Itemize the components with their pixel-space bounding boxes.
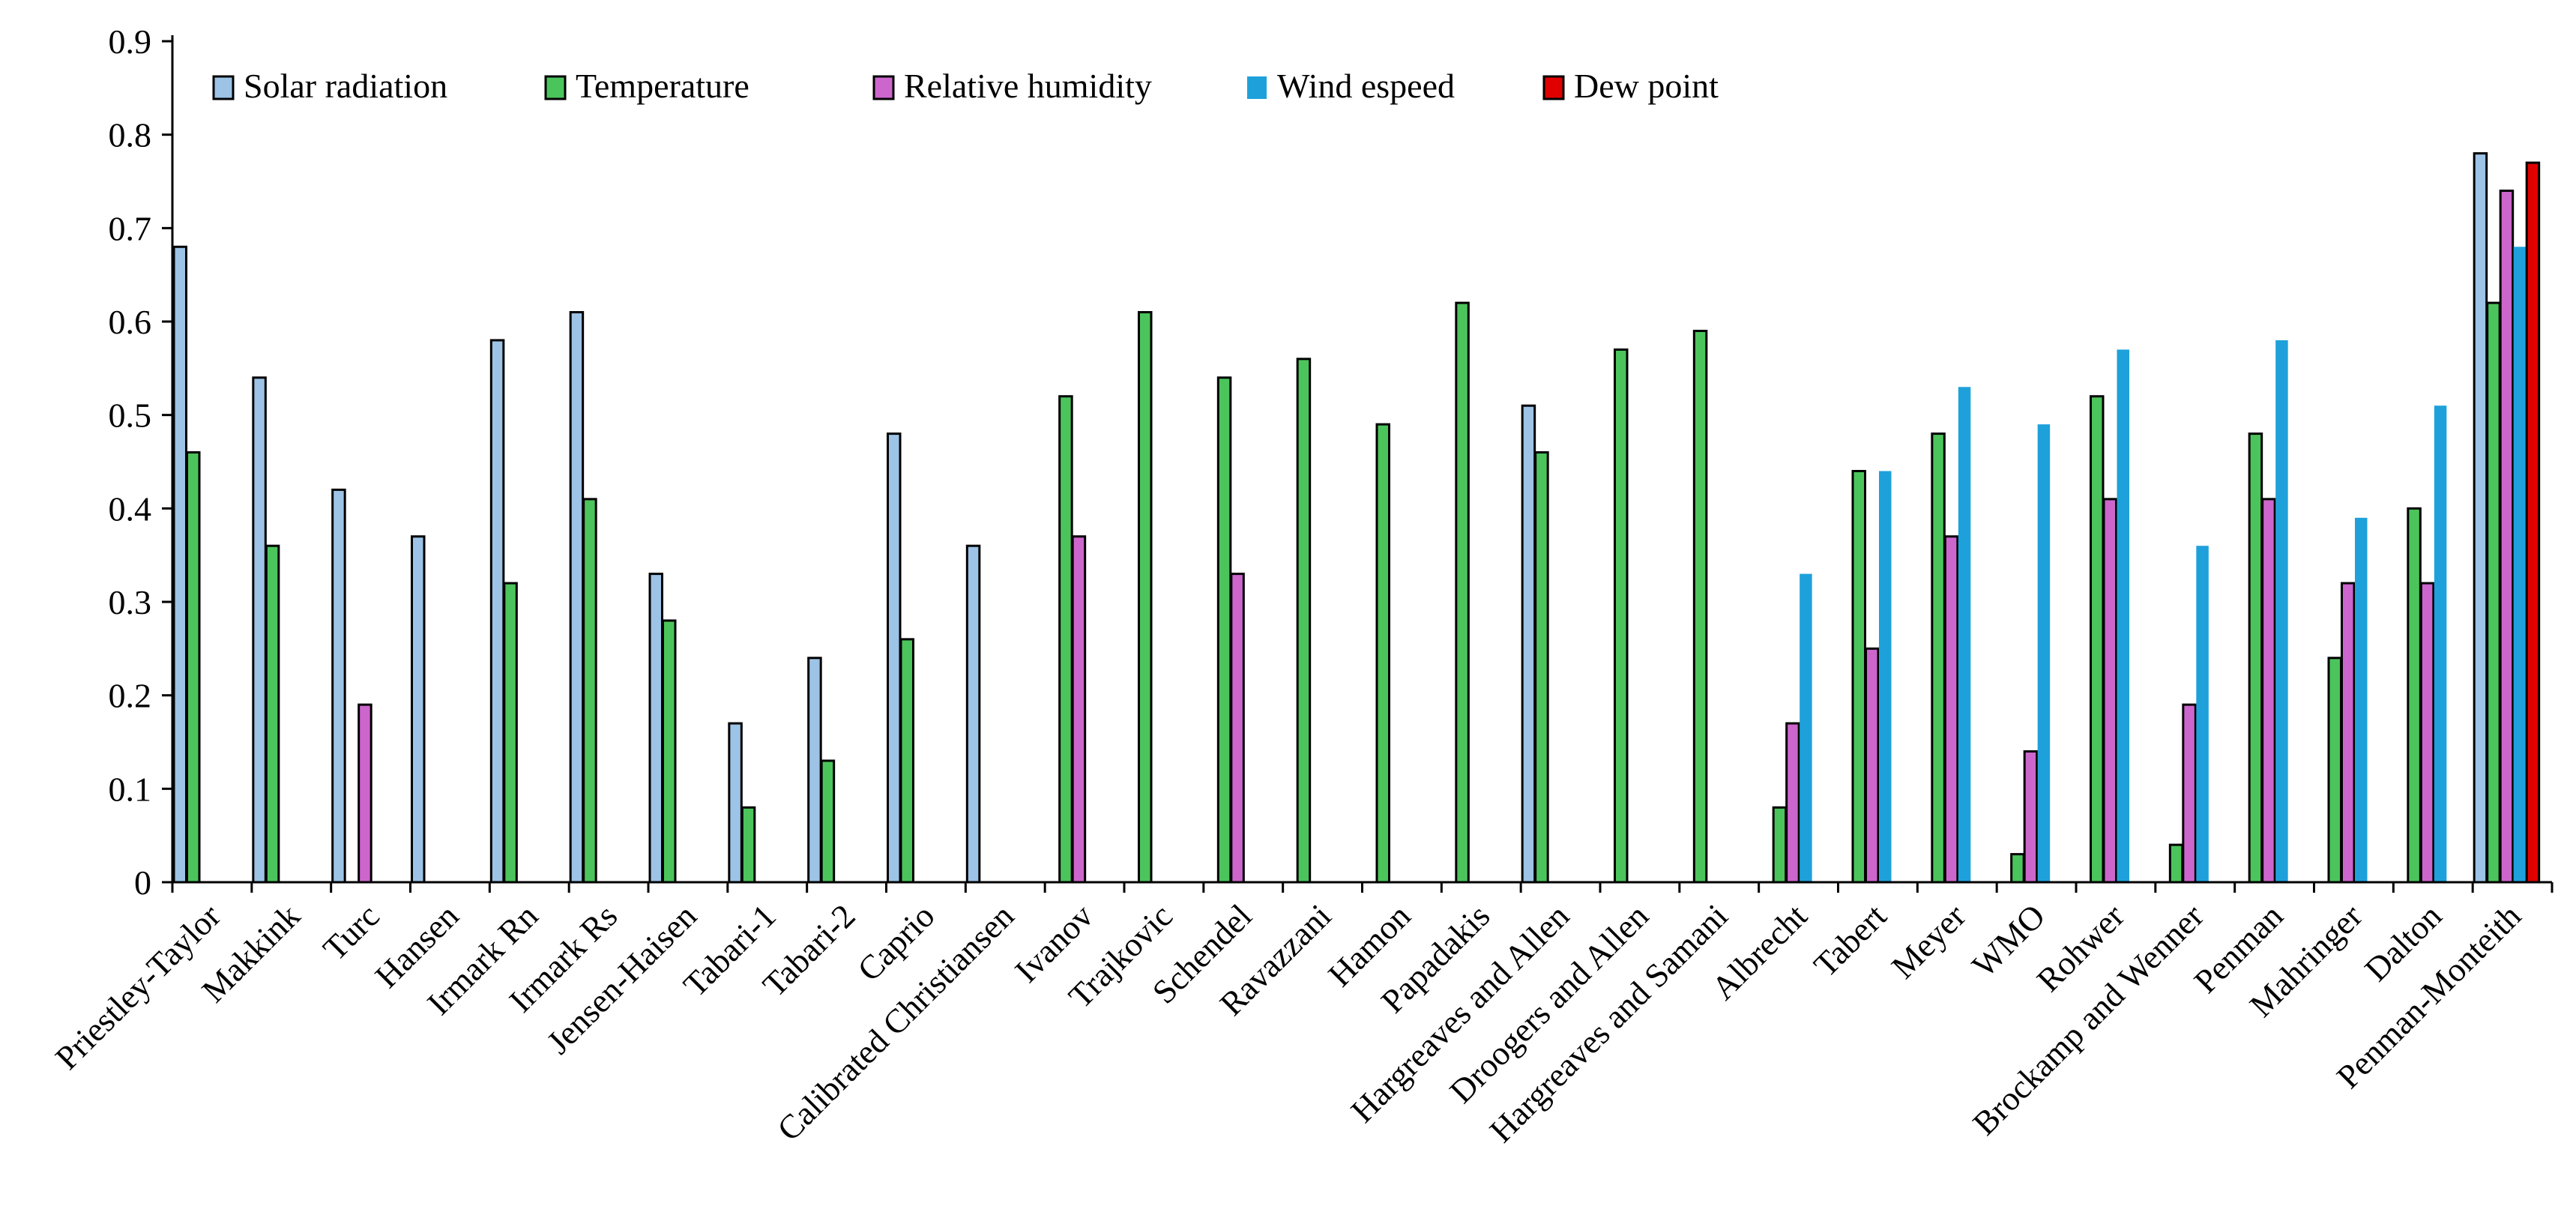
bar-temperature-priestley-taylor	[186, 451, 201, 884]
y-tick-label: 0.9	[109, 22, 152, 61]
bar-temperature-mahringer	[2327, 657, 2342, 884]
bar-solar-radiation-jensen-haisen	[648, 573, 663, 884]
bar-relative-humidity-penman-monteith	[2499, 189, 2515, 884]
bar-temperature-jensen-haisen	[662, 619, 677, 884]
bar-relative-humidity-tabert	[1865, 647, 1880, 884]
x-category-label-turc: Turc	[316, 897, 386, 968]
bar-dew-point-penman-monteith	[2525, 161, 2541, 884]
bar-temperature-tabari-1	[740, 806, 756, 884]
legend: Solar radiation Temperature Relative humid…	[212, 67, 1719, 105]
bar-temperature-droogers-and-allen	[1614, 348, 1629, 884]
bar-wind-espeed-rohwer	[2117, 349, 2129, 882]
bar-temperature-meyer	[1931, 432, 1946, 884]
legend-item-dew-point: Dew point	[1542, 67, 1719, 105]
y-tick-label: 0	[134, 863, 151, 902]
bar-wind-espeed-albrecht	[1800, 573, 1812, 882]
y-tick-label: 0.2	[109, 677, 152, 715]
bar-temperature-penman-monteith	[2486, 301, 2501, 884]
bar-temperature-caprio	[899, 638, 914, 884]
y-tick-label: 0.3	[109, 583, 152, 621]
bar-temperature-albrecht	[1772, 806, 1788, 884]
bar-solar-radiation-hargreaves-and-allen	[1521, 404, 1536, 884]
bar-temperature-trajkovic	[1138, 311, 1153, 884]
bar-wind-espeed-meyer	[1958, 387, 1971, 882]
bar-wind-espeed-penman-monteith	[2513, 247, 2527, 882]
bar-relative-humidity-albrecht	[1785, 722, 1800, 884]
bar-solar-radiation-makkink	[252, 376, 267, 884]
bar-relative-humidity-wmo	[2023, 750, 2039, 884]
bar-wind-espeed-penman	[2275, 340, 2288, 882]
bar-relative-humidity-mahringer	[2341, 582, 2356, 884]
legend-label-solar-radiation: Solar radiation	[244, 67, 447, 105]
bar-temperature-papadakis	[1455, 301, 1470, 884]
bar-solar-radiation-irmark-rn	[489, 339, 505, 884]
bar-temperature-makkink	[265, 544, 280, 884]
legend-swatch-relative-humidity	[872, 75, 895, 100]
bar-wind-espeed-wmo	[2037, 424, 2051, 882]
bar-wind-espeed-brockamp-and-wenner	[2196, 546, 2209, 882]
bar-relative-humidity-ivanov	[1071, 535, 1087, 884]
bar-temperature-dalton	[2407, 507, 2422, 884]
y-ticks-layer: 0 0.1 0.2 0.3 0.4 0.5 0.6 0.7 0.8 0.9	[109, 22, 2554, 902]
bar-relative-humidity-schendel	[1230, 573, 1245, 884]
bar-solar-radiation-priestley-taylor	[172, 245, 187, 884]
bar-relative-humidity-penman	[2261, 498, 2276, 884]
bar-solar-radiation-penman-monteith	[2473, 152, 2488, 884]
bar-temperature-tabari-2	[820, 759, 836, 884]
bar-temperature-hargreaves-and-samani	[1692, 329, 1708, 884]
bar-solar-radiation-calibrated-christiansen	[965, 544, 981, 884]
legend-label-temperature: Temperature	[576, 67, 749, 105]
bar-relative-humidity-dalton	[2419, 582, 2435, 884]
bar-solar-radiation-caprio	[887, 432, 902, 884]
legend-swatch-temperature	[544, 75, 567, 100]
bar-solar-radiation-tabari-1	[728, 722, 743, 884]
legend-label-wind-espeed: Wind espeed	[1277, 67, 1455, 105]
y-tick-label: 0.7	[109, 209, 152, 247]
legend-label-relative-humidity: Relative humidity	[904, 67, 1152, 105]
bar-wind-espeed-dalton	[2434, 406, 2447, 882]
bar-relative-humidity-brockamp-and-wenner	[2182, 703, 2197, 884]
y-tick-label: 0.8	[109, 116, 152, 154]
bar-temperature-ivanov	[1058, 395, 1073, 884]
legend-swatch-wind-espeed	[1247, 76, 1267, 99]
bar-temperature-tabert	[1851, 469, 1866, 884]
legend-swatch-dew-point	[1542, 75, 1565, 100]
x-category-label-tabert: Tabert	[1806, 896, 1894, 984]
x-category-label-meyer: Meyer	[1884, 897, 1973, 986]
bar-temperature-wmo	[2010, 853, 2025, 884]
y-tick-label: 0.4	[109, 489, 152, 528]
bar-solar-radiation-turc	[331, 488, 346, 884]
bar-solar-radiation-irmark-rs	[569, 311, 585, 884]
bar-wind-espeed-mahringer	[2355, 517, 2368, 882]
bars-layer	[172, 152, 2541, 884]
bar-temperature-schendel	[1216, 376, 1232, 884]
bar-solar-radiation-tabari-2	[807, 657, 822, 884]
legend-swatch-solar-radiation	[212, 75, 235, 100]
bar-temperature-hargreaves-and-allen	[1534, 451, 1549, 884]
legend-item-relative-humidity: Relative humidity	[872, 67, 1152, 105]
bar-wind-espeed-tabert	[1879, 471, 1892, 882]
legend-item-wind-espeed: Wind espeed	[1247, 67, 1455, 105]
legend-item-temperature: Temperature	[544, 67, 749, 105]
bar-temperature-hamon	[1375, 423, 1390, 884]
y-tick-label: 0.6	[109, 303, 152, 341]
bar-solar-radiation-hansen	[411, 535, 426, 884]
bar-relative-humidity-turc	[358, 703, 372, 884]
bar-temperature-brockamp-and-wenner	[2168, 843, 2184, 884]
bar-temperature-rohwer	[2090, 395, 2105, 884]
y-tick-label: 0.1	[109, 770, 152, 808]
bar-relative-humidity-rohwer	[2102, 498, 2117, 884]
bar-relative-humidity-meyer	[1943, 535, 1959, 884]
y-tick-label: 0.5	[109, 397, 152, 435]
legend-label-dew-point: Dew point	[1574, 67, 1719, 105]
bar-temperature-penman	[2248, 432, 2263, 884]
bar-temperature-irmark-rs	[582, 498, 597, 884]
bar-temperature-irmark-rn	[503, 582, 518, 884]
legend-item-solar-radiation: Solar radiation	[212, 67, 447, 105]
bar-temperature-ravazzani	[1296, 358, 1312, 884]
